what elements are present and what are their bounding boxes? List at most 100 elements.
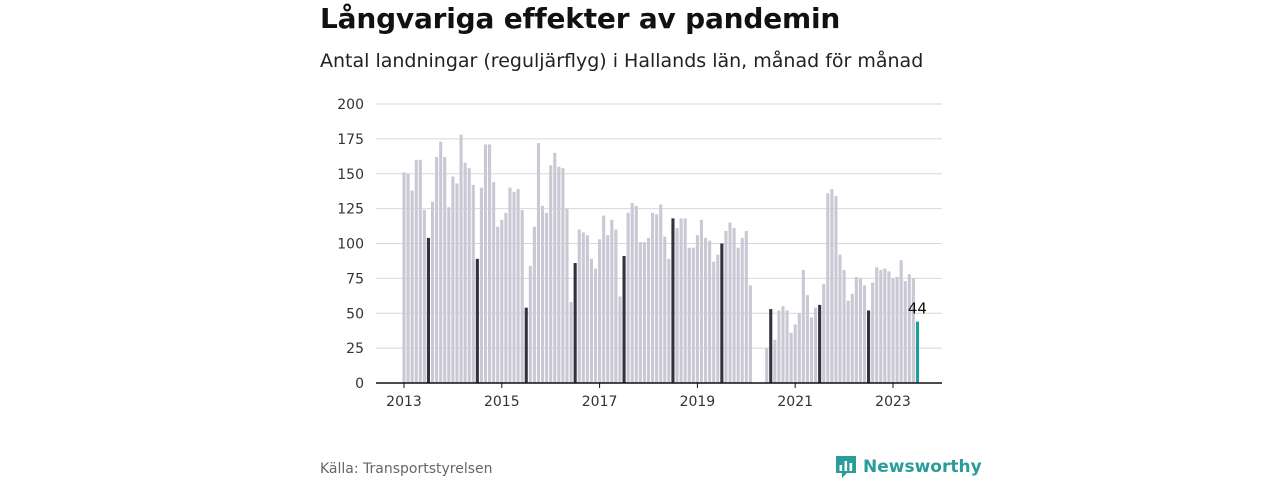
bar <box>557 166 561 383</box>
bar <box>655 214 659 383</box>
bar <box>610 219 614 383</box>
bar <box>418 159 422 383</box>
x-tick-label: 2015 <box>484 394 520 410</box>
bar <box>447 207 451 383</box>
bar <box>512 191 516 383</box>
bar <box>691 247 695 383</box>
bar <box>781 306 785 383</box>
bar <box>724 230 728 383</box>
bar <box>663 236 667 383</box>
bar <box>883 268 887 383</box>
bar <box>846 300 850 383</box>
bar <box>712 261 716 383</box>
bar <box>532 226 536 383</box>
bar <box>500 219 504 383</box>
bar <box>553 152 557 383</box>
bar <box>887 271 891 383</box>
y-tick-label: 150 <box>337 167 364 183</box>
bar <box>496 226 500 383</box>
bar <box>826 193 830 383</box>
bar <box>773 339 777 383</box>
bar <box>402 172 406 383</box>
bar <box>814 307 818 383</box>
bar <box>785 310 789 383</box>
bar-chart-speech-bubble-icon <box>836 456 856 478</box>
bar <box>545 212 549 383</box>
bar <box>577 229 581 383</box>
bar <box>911 278 915 384</box>
bar <box>455 183 459 383</box>
bar <box>626 212 630 383</box>
bar <box>720 243 724 383</box>
bar <box>765 348 769 384</box>
bar <box>903 281 907 383</box>
bar <box>581 232 585 383</box>
y-tick-label: 25 <box>346 341 364 357</box>
bar <box>699 219 704 383</box>
bar <box>414 159 418 383</box>
bar <box>426 237 430 383</box>
bar <box>634 205 638 383</box>
bar <box>439 141 443 383</box>
y-tick-label: 200 <box>337 97 364 113</box>
x-tick-label: 2013 <box>386 394 422 410</box>
bar <box>854 276 858 383</box>
bar <box>598 239 602 383</box>
bar <box>867 310 871 383</box>
bar <box>683 218 687 383</box>
bar <box>915 321 919 383</box>
bar <box>630 203 634 383</box>
x-tick-label: 2021 <box>777 394 813 410</box>
bar <box>818 304 822 383</box>
bar <box>830 189 834 383</box>
bar <box>622 256 626 383</box>
bar <box>675 228 679 383</box>
brand-name: Newsworthy <box>863 457 982 477</box>
bar <box>858 278 862 384</box>
brand-logo[interactable]: Newsworthy <box>835 455 982 479</box>
bar <box>602 215 606 383</box>
bar <box>704 237 708 383</box>
bar <box>736 247 740 383</box>
bar <box>516 189 520 383</box>
bar <box>842 270 846 383</box>
bar <box>659 204 663 383</box>
bar <box>879 270 883 383</box>
bar <box>793 324 797 383</box>
x-tick-label: 2023 <box>875 394 911 410</box>
source-note: Källa: Transportstyrelsen <box>320 461 493 477</box>
bar <box>536 143 541 383</box>
bar <box>528 265 532 383</box>
y-tick-label: 0 <box>355 376 364 392</box>
bar <box>769 309 773 383</box>
bar <box>789 332 793 383</box>
bar <box>708 240 712 383</box>
bar <box>471 184 475 383</box>
bar <box>443 157 447 383</box>
bar <box>508 187 512 383</box>
bar <box>549 165 553 383</box>
bar <box>687 247 691 383</box>
chart-bars <box>402 134 919 384</box>
bar <box>748 285 752 383</box>
bar <box>740 237 744 383</box>
bar <box>569 302 573 383</box>
bar <box>463 162 467 383</box>
bar <box>642 242 646 383</box>
bar <box>899 260 903 383</box>
bar <box>618 296 622 383</box>
bar <box>850 293 854 383</box>
bar <box>561 168 565 383</box>
bar <box>895 276 899 383</box>
bar <box>822 283 826 383</box>
x-tick-label: 2017 <box>582 394 618 410</box>
bar <box>589 258 593 383</box>
bar <box>492 182 496 383</box>
bar <box>716 254 720 383</box>
bar <box>797 313 801 383</box>
bar <box>809 317 814 383</box>
y-axis-ticks: 0 25 50 75 100 125 150 175 200 <box>337 97 364 392</box>
bar <box>435 157 439 383</box>
y-tick-label: 75 <box>346 271 364 287</box>
